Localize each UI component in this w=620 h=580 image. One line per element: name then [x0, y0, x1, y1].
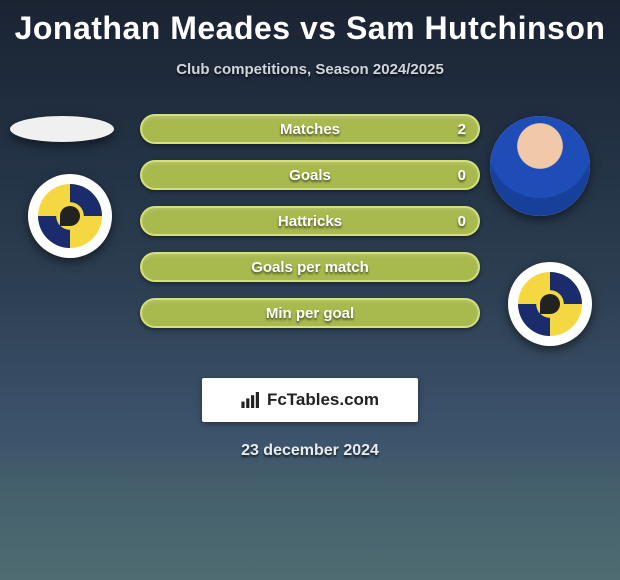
stat-row: Goals 0: [140, 160, 480, 190]
crest-icon: [38, 184, 102, 248]
stat-value-right: 2: [458, 114, 466, 144]
club-crest-right: [508, 262, 592, 346]
brand-text: FcTables.com: [267, 390, 379, 410]
stat-label: Hattricks: [140, 206, 480, 236]
stat-bars: Matches 2 Goals 0 Hattricks 0 Goals per …: [140, 114, 480, 344]
stat-row: Min per goal: [140, 298, 480, 328]
club-crest-left: [28, 174, 112, 258]
player-face-icon: [490, 116, 590, 216]
grass-overlay: [0, 440, 620, 580]
stat-row: Matches 2: [140, 114, 480, 144]
stat-label: Goals per match: [140, 252, 480, 282]
brand-box: FcTables.com: [202, 378, 418, 422]
stats-area: Matches 2 Goals 0 Hattricks 0 Goals per …: [0, 114, 620, 374]
bar-chart-icon: [241, 392, 261, 408]
stat-value-right: 0: [458, 206, 466, 236]
crest-icon: [518, 272, 582, 336]
stat-row: Hattricks 0: [140, 206, 480, 236]
date-label: 23 december 2024: [0, 442, 620, 460]
content: Jonathan Meades vs Sam Hutchinson Club c…: [0, 0, 620, 460]
subtitle: Club competitions, Season 2024/2025: [0, 61, 620, 78]
stat-row: Goals per match: [140, 252, 480, 282]
page-title: Jonathan Meades vs Sam Hutchinson: [0, 10, 620, 47]
stat-label: Matches: [140, 114, 480, 144]
player-right-avatar: [490, 116, 590, 216]
stat-label: Min per goal: [140, 298, 480, 328]
stat-value-right: 0: [458, 160, 466, 190]
stat-label: Goals: [140, 160, 480, 190]
player-left-avatar: [10, 116, 114, 142]
